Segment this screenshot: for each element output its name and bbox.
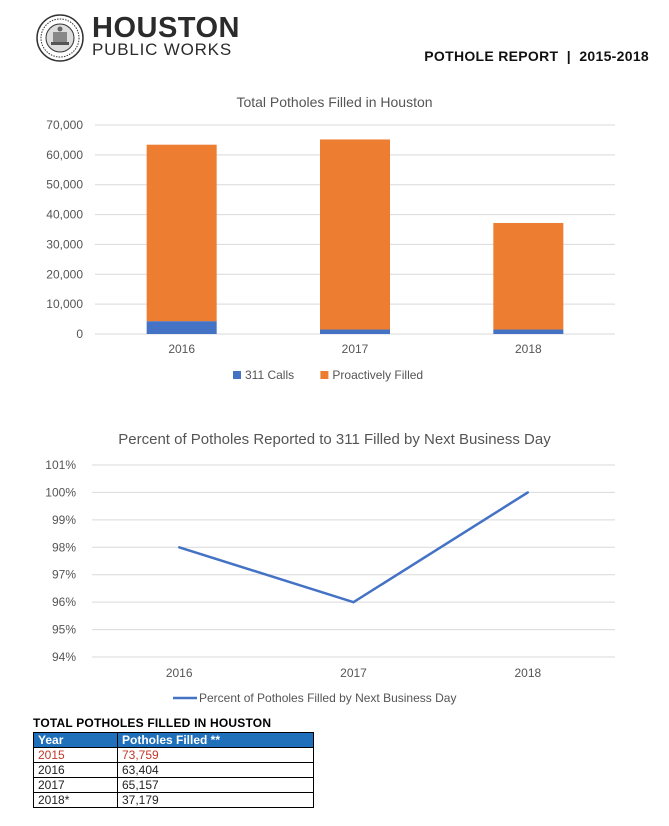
y-tick-label: 101% [45, 458, 76, 472]
bar-proactively-filled [493, 222, 564, 330]
stacked-bar-chart: 0 10,000 20,000 30,000 40,000 50,000 60,000 70,… [46, 118, 615, 382]
x-tick-label: 2018 [515, 342, 542, 356]
y-tick-label: 30,000 [46, 237, 83, 251]
y-tick-label: 99% [52, 513, 76, 527]
legend-label: Percent of Potholes Filled by Next Busin… [199, 691, 456, 705]
table-heading: TOTAL POTHOLES FILLED IN HOUSTON [33, 716, 272, 730]
legend-label: Proactively Filled [332, 368, 423, 382]
y-tick-label: 10,000 [46, 297, 83, 311]
legend-label: 311 Calls [245, 368, 294, 382]
table-row: 2017 65,157 [33, 777, 314, 793]
x-tick-label: 2017 [342, 342, 369, 356]
table-row: 2015 73,759 [33, 747, 314, 763]
bar-proactively-filled [146, 144, 217, 322]
x-tick-label: 2018 [514, 666, 541, 680]
chart1-title: Total Potholes Filled in Houston [236, 94, 433, 110]
col-header-filled: Potholes Filled ** [117, 732, 314, 748]
table-row: 2018* 37,179 [33, 792, 314, 808]
cell-filled: 73,759 [117, 747, 314, 763]
brand-subtitle: PUBLIC WORKS [92, 40, 232, 59]
bar-311-calls [146, 321, 217, 334]
line-chart: 94% 95% 96% 97% 98% 99% 100% 101% 2016 2017 2018 Pe… [45, 458, 615, 705]
x-tick-label: 2016 [166, 666, 193, 680]
cell-filled: 37,179 [117, 792, 314, 808]
table-header-row: Year Potholes Filled ** [33, 732, 314, 748]
y-tick-label: 97% [52, 568, 76, 582]
col-header-year: Year [33, 732, 118, 748]
cell-year: 2018* [33, 792, 118, 808]
bar-311-calls [493, 329, 564, 334]
report-header: HOUSTON PUBLIC WORKS POTHOLE REPORT | 20… [0, 0, 669, 80]
city-seal-icon [36, 14, 84, 62]
cell-filled: 65,157 [117, 777, 314, 793]
data-point [352, 600, 355, 604]
totals-table-section: TOTAL POTHOLES FILLED IN HOUSTON Year Po… [33, 716, 323, 808]
y-tick-label: 0 [76, 327, 83, 341]
x-tick-label: 2017 [340, 666, 367, 680]
y-tick-label: 50,000 [46, 178, 83, 192]
cell-year: 2015 [33, 747, 118, 763]
x-tick-label: 2016 [168, 342, 195, 356]
legend-swatch [233, 371, 241, 379]
y-tick-label: 98% [52, 540, 76, 554]
y-tick-label: 60,000 [46, 148, 83, 162]
y-tick-label: 40,000 [46, 208, 83, 222]
cell-year: 2017 [33, 777, 118, 793]
brand-name: HOUSTON [92, 12, 240, 44]
report-title: POTHOLE REPORT | 2015-2018 [424, 48, 649, 64]
potholes-table: Year Potholes Filled ** 2015 73,759 2016… [33, 732, 314, 808]
data-point [526, 491, 530, 494]
bar-proactively-filled [320, 139, 390, 330]
table-row: 2016 63,404 [33, 762, 314, 778]
y-tick-label: 70,000 [46, 118, 83, 132]
y-tick-label: 94% [52, 650, 76, 664]
y-tick-label: 100% [45, 485, 76, 499]
y-tick-label: 95% [52, 623, 76, 637]
bar-311-calls [320, 329, 390, 334]
y-tick-label: 20,000 [46, 267, 83, 281]
y-tick-label: 96% [52, 595, 76, 609]
legend-swatch [320, 371, 329, 379]
cell-year: 2016 [33, 762, 118, 778]
chart2-title: Percent of Potholes Reported to 311 Fill… [118, 431, 551, 448]
data-point [177, 546, 181, 549]
cell-filled: 63,404 [117, 762, 314, 778]
